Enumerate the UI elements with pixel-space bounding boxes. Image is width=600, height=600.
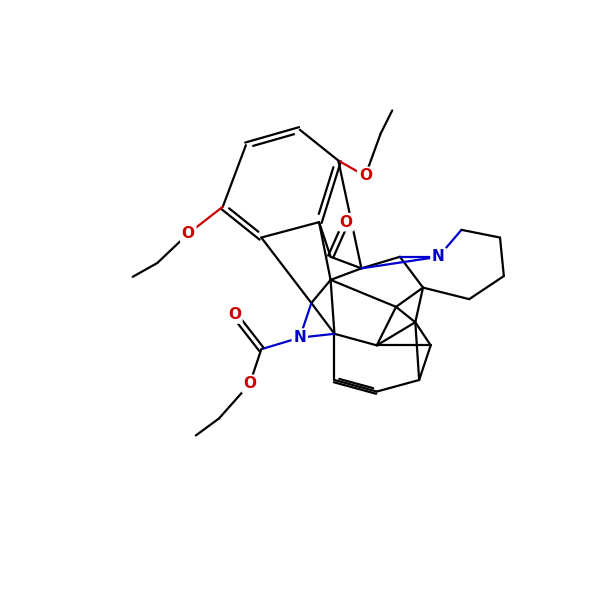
Text: N: N	[432, 250, 445, 264]
Text: O: O	[228, 307, 241, 322]
Text: O: O	[243, 376, 256, 391]
Text: O: O	[340, 215, 353, 230]
Text: O: O	[359, 169, 372, 184]
Text: N: N	[293, 330, 306, 345]
Text: O: O	[182, 226, 194, 241]
